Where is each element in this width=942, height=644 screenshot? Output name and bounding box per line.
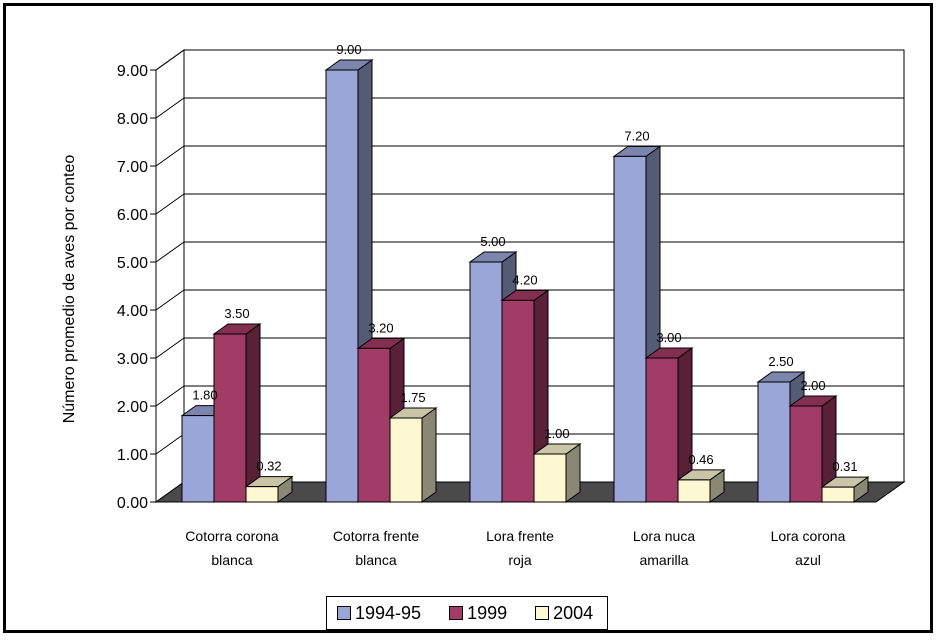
category-label: amarilla (639, 552, 688, 568)
category-label: Lora nuca (633, 528, 695, 544)
bar-2004-2 (532, 443, 582, 503)
bar-front (469, 261, 503, 503)
gridline-side (155, 49, 185, 71)
y-tick-label: 5.00 (117, 255, 148, 272)
bar-front (677, 479, 711, 503)
data-label: 0.32 (256, 459, 281, 474)
bar-chart: 0.00 1.00 2.00 3.00 4.00 5.00 6.00 7.00 8.00 9.00… (61, 42, 906, 568)
data-label: 3.50 (224, 306, 249, 321)
bar-front (357, 347, 391, 503)
y-tick-label: 4.00 (117, 303, 148, 320)
legend-item: 2004 (535, 603, 593, 624)
gridline-side (155, 193, 185, 215)
bar-front (789, 405, 823, 503)
legend-swatch (535, 606, 550, 620)
y-tick-labels: 0.00 1.00 2.00 3.00 4.00 5.00 6.00 7.00 8.00 9.00 (117, 63, 148, 512)
y-axis-title: Número promedio de aves por conteo (61, 155, 78, 424)
category-label: Cotorra corona (185, 528, 279, 544)
legend-item: 1994-95 (337, 603, 421, 624)
data-label: 0.31 (832, 459, 857, 474)
gridline-side (155, 241, 185, 263)
data-label: 0.46 (688, 452, 713, 467)
y-tick-label: 0.00 (117, 495, 148, 512)
bar-2004-0 (244, 475, 294, 503)
category-labels: Cotorra corona blanca Cotorra frente blanca… (185, 528, 845, 568)
chart-frame: 0.00 1.00 2.00 3.00 4.00 5.00 6.00 7.00 8.00 9.00… (3, 3, 933, 633)
gridline-side (155, 337, 185, 359)
gridline-side (155, 289, 185, 311)
data-label: 1.00 (544, 426, 569, 441)
bar-front (645, 357, 679, 503)
category-label: Lora frente (486, 528, 554, 544)
bar-2004-4 (820, 476, 870, 503)
y-tick-label: 8.00 (117, 111, 148, 128)
data-label: 2.50 (768, 354, 793, 369)
bar-2004-1 (388, 407, 438, 503)
data-label: 4.20 (512, 272, 537, 287)
legend: 1994-95 1999 2004 (326, 596, 609, 630)
side-wall (155, 49, 185, 503)
y-tick-label: 2.00 (117, 399, 148, 416)
bar-front (613, 155, 647, 503)
legend-swatch (337, 606, 351, 620)
category-label: blanca (211, 552, 252, 568)
bar-front (245, 486, 279, 503)
bar-front (181, 415, 215, 503)
bars (180, 59, 870, 503)
data-label: 9.00 (336, 42, 361, 57)
bar-front (533, 453, 567, 503)
bar-1999-3 (644, 347, 694, 503)
legend-label: 1999 (467, 602, 508, 623)
gridline-side (155, 433, 185, 455)
data-label: 3.20 (368, 320, 393, 335)
data-label: 2.00 (800, 378, 825, 393)
y-tick-label: 9.00 (117, 63, 148, 80)
bar-front (821, 486, 855, 503)
legend-label: 1994-95 (355, 602, 422, 623)
category-label: Cotorra frente (333, 528, 420, 544)
y-tick-label: 6.00 (117, 207, 148, 224)
data-label: 5.00 (480, 234, 505, 249)
bar-front (213, 333, 247, 503)
category-label: azul (795, 552, 821, 568)
y-tick-label: 3.00 (117, 351, 148, 368)
bar-2004-3 (676, 468, 726, 503)
bar-1999-0 (212, 323, 262, 503)
data-labels: 1.80 3.50 0.32 9.00 3.20 1.75 5.00 4.20 1.00 7.20… (192, 42, 857, 474)
y-tick-label: 1.00 (117, 447, 148, 464)
bar-front (757, 381, 791, 503)
data-label: 7.20 (624, 128, 649, 143)
data-label: 1.80 (192, 388, 217, 403)
data-label: 3.00 (656, 330, 681, 345)
category-label: blanca (355, 552, 396, 568)
gridline-side (155, 145, 185, 167)
gridline-side (155, 385, 185, 407)
data-label: 1.75 (400, 390, 425, 405)
category-label: Lora corona (771, 528, 846, 544)
gridline-side (155, 97, 185, 119)
bar-side (421, 407, 437, 503)
bar-front (389, 417, 423, 503)
bar-side (245, 323, 261, 503)
bar-front (325, 69, 359, 503)
bar-front (501, 299, 535, 503)
category-label: roja (508, 552, 532, 568)
y-tick-label: 7.00 (117, 159, 148, 176)
legend-label: 2004 (553, 602, 594, 623)
legend-swatch (449, 606, 464, 620)
legend-item: 1999 (449, 603, 507, 624)
